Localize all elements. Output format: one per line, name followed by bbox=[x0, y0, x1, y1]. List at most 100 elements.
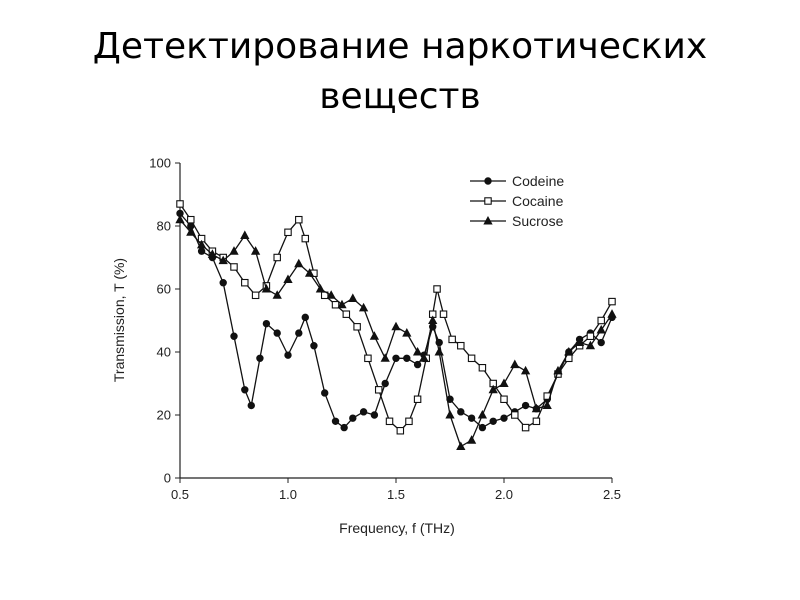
data-point-codeine bbox=[500, 414, 508, 422]
data-point-codeine bbox=[219, 279, 227, 287]
data-point-codeine bbox=[256, 354, 264, 363]
data-point-cocaine bbox=[187, 215, 195, 224]
data-point-cocaine bbox=[342, 310, 351, 318]
data-point-sucrose bbox=[574, 337, 585, 347]
data-point-codeine bbox=[262, 319, 271, 328]
slide-title: Детектирование наркотических веществ bbox=[0, 22, 800, 122]
data-point-cocaine bbox=[448, 335, 456, 344]
legend-item-cocaine: Cocaine bbox=[470, 193, 564, 209]
data-point-codeine bbox=[349, 414, 357, 422]
data-point-sucrose bbox=[391, 321, 401, 331]
data-point-cocaine bbox=[405, 417, 413, 426]
data-point-codeine bbox=[310, 342, 318, 350]
data-point-codeine bbox=[241, 386, 249, 394]
data-point-sucrose bbox=[419, 353, 429, 362]
x-tick-label: 1.0 bbox=[279, 487, 297, 502]
data-point-codeine bbox=[247, 401, 255, 410]
data-point-cocaine bbox=[608, 297, 616, 306]
data-point-codeine bbox=[301, 313, 309, 322]
data-point-sucrose bbox=[402, 328, 412, 337]
data-point-codeine bbox=[392, 354, 400, 363]
data-point-codeine bbox=[331, 417, 340, 425]
data-point-cocaine bbox=[521, 423, 530, 432]
data-point-cocaine bbox=[353, 323, 361, 331]
data-point-sucrose bbox=[596, 324, 606, 334]
data-point-sucrose bbox=[488, 384, 498, 394]
data-point-codeine bbox=[295, 329, 303, 337]
x-tick-label: 2.0 bbox=[495, 487, 513, 502]
data-point-sucrose bbox=[337, 299, 347, 309]
data-point-cocaine bbox=[586, 332, 595, 341]
data-point-codeine bbox=[284, 351, 292, 359]
data-point-codeine bbox=[489, 417, 497, 425]
data-point-codeine bbox=[457, 408, 465, 416]
transmission-chart: 0 20 40 60 80 100 0.5 1.0 1.5 2.0 2.5 Codeine Cocai… bbox=[111, 156, 621, 537]
legend-label-cocaine: Cocaine bbox=[512, 193, 564, 209]
data-point-cocaine bbox=[500, 395, 508, 404]
data-point-cocaine bbox=[230, 263, 238, 271]
data-point-sucrose bbox=[369, 331, 380, 340]
data-point-sucrose bbox=[542, 400, 552, 410]
y-tick-label: 0 bbox=[164, 471, 171, 486]
data-point-sucrose bbox=[510, 359, 520, 369]
data-point-cocaine bbox=[176, 200, 184, 208]
data-point-cocaine bbox=[457, 341, 465, 350]
data-point-cocaine bbox=[374, 386, 383, 394]
data-point-sucrose bbox=[607, 309, 617, 318]
data-point-sucrose bbox=[499, 378, 509, 387]
data-point-cocaine bbox=[364, 354, 372, 363]
x-tick-label: 2.5 bbox=[603, 487, 621, 502]
data-point-sucrose bbox=[304, 268, 315, 277]
data-point-sucrose bbox=[229, 246, 239, 255]
data-point-cocaine bbox=[532, 417, 541, 426]
data-point-sucrose bbox=[272, 290, 282, 299]
data-point-sucrose bbox=[477, 409, 488, 419]
data-point-sucrose bbox=[207, 249, 218, 258]
data-point-codeine bbox=[413, 360, 422, 369]
data-point-codeine bbox=[403, 354, 411, 363]
data-point-codeine bbox=[359, 408, 368, 416]
x-tick-label: 1.5 bbox=[387, 487, 405, 502]
data-point-sucrose bbox=[553, 365, 563, 375]
data-point-cocaine bbox=[284, 228, 292, 237]
series-layer bbox=[175, 200, 617, 450]
data-point-codeine bbox=[467, 414, 476, 422]
data-point-sucrose bbox=[466, 435, 477, 444]
legend-marker-cocaine bbox=[484, 197, 492, 205]
series-sucrose bbox=[175, 214, 617, 450]
data-point-codeine bbox=[230, 332, 238, 340]
y-tick-label: 100 bbox=[149, 156, 171, 171]
data-point-sucrose bbox=[434, 346, 444, 356]
data-point-sucrose bbox=[315, 283, 326, 293]
data-point-cocaine bbox=[273, 253, 281, 262]
x-tick-label: 0.5 bbox=[171, 487, 189, 502]
data-point-cocaine bbox=[295, 215, 303, 224]
data-point-sucrose bbox=[358, 302, 369, 312]
data-point-sucrose bbox=[250, 246, 261, 255]
data-point-sucrose bbox=[456, 441, 466, 450]
data-point-sucrose bbox=[283, 274, 293, 284]
axes: 0 20 40 60 80 100 0.5 1.0 1.5 2.0 2.5 bbox=[149, 156, 621, 503]
slide-title-line-1: Детектирование наркотических bbox=[92, 26, 708, 67]
data-point-codeine bbox=[273, 329, 281, 337]
data-point-sucrose bbox=[294, 258, 304, 268]
y-tick-label: 80 bbox=[157, 219, 171, 234]
y-tick-label: 20 bbox=[157, 408, 171, 423]
legend-label-sucrose: Sucrose bbox=[512, 213, 564, 229]
data-point-sucrose bbox=[261, 283, 272, 293]
x-axis-label: Frequency, f (THz) bbox=[339, 520, 455, 536]
data-point-sucrose bbox=[428, 315, 438, 324]
data-point-codeine bbox=[370, 411, 379, 419]
data-point-sucrose bbox=[175, 214, 185, 224]
data-point-sucrose bbox=[380, 353, 390, 362]
data-point-sucrose bbox=[196, 239, 207, 249]
y-tick-label: 40 bbox=[157, 345, 171, 360]
data-point-sucrose bbox=[531, 403, 542, 413]
data-point-sucrose bbox=[445, 409, 455, 419]
data-point-cocaine bbox=[413, 395, 422, 404]
data-point-cocaine bbox=[478, 364, 487, 372]
slide-title-line-2: веществ bbox=[319, 76, 481, 117]
data-point-cocaine bbox=[396, 426, 405, 435]
data-point-codeine bbox=[597, 338, 605, 347]
data-point-sucrose bbox=[412, 346, 423, 356]
